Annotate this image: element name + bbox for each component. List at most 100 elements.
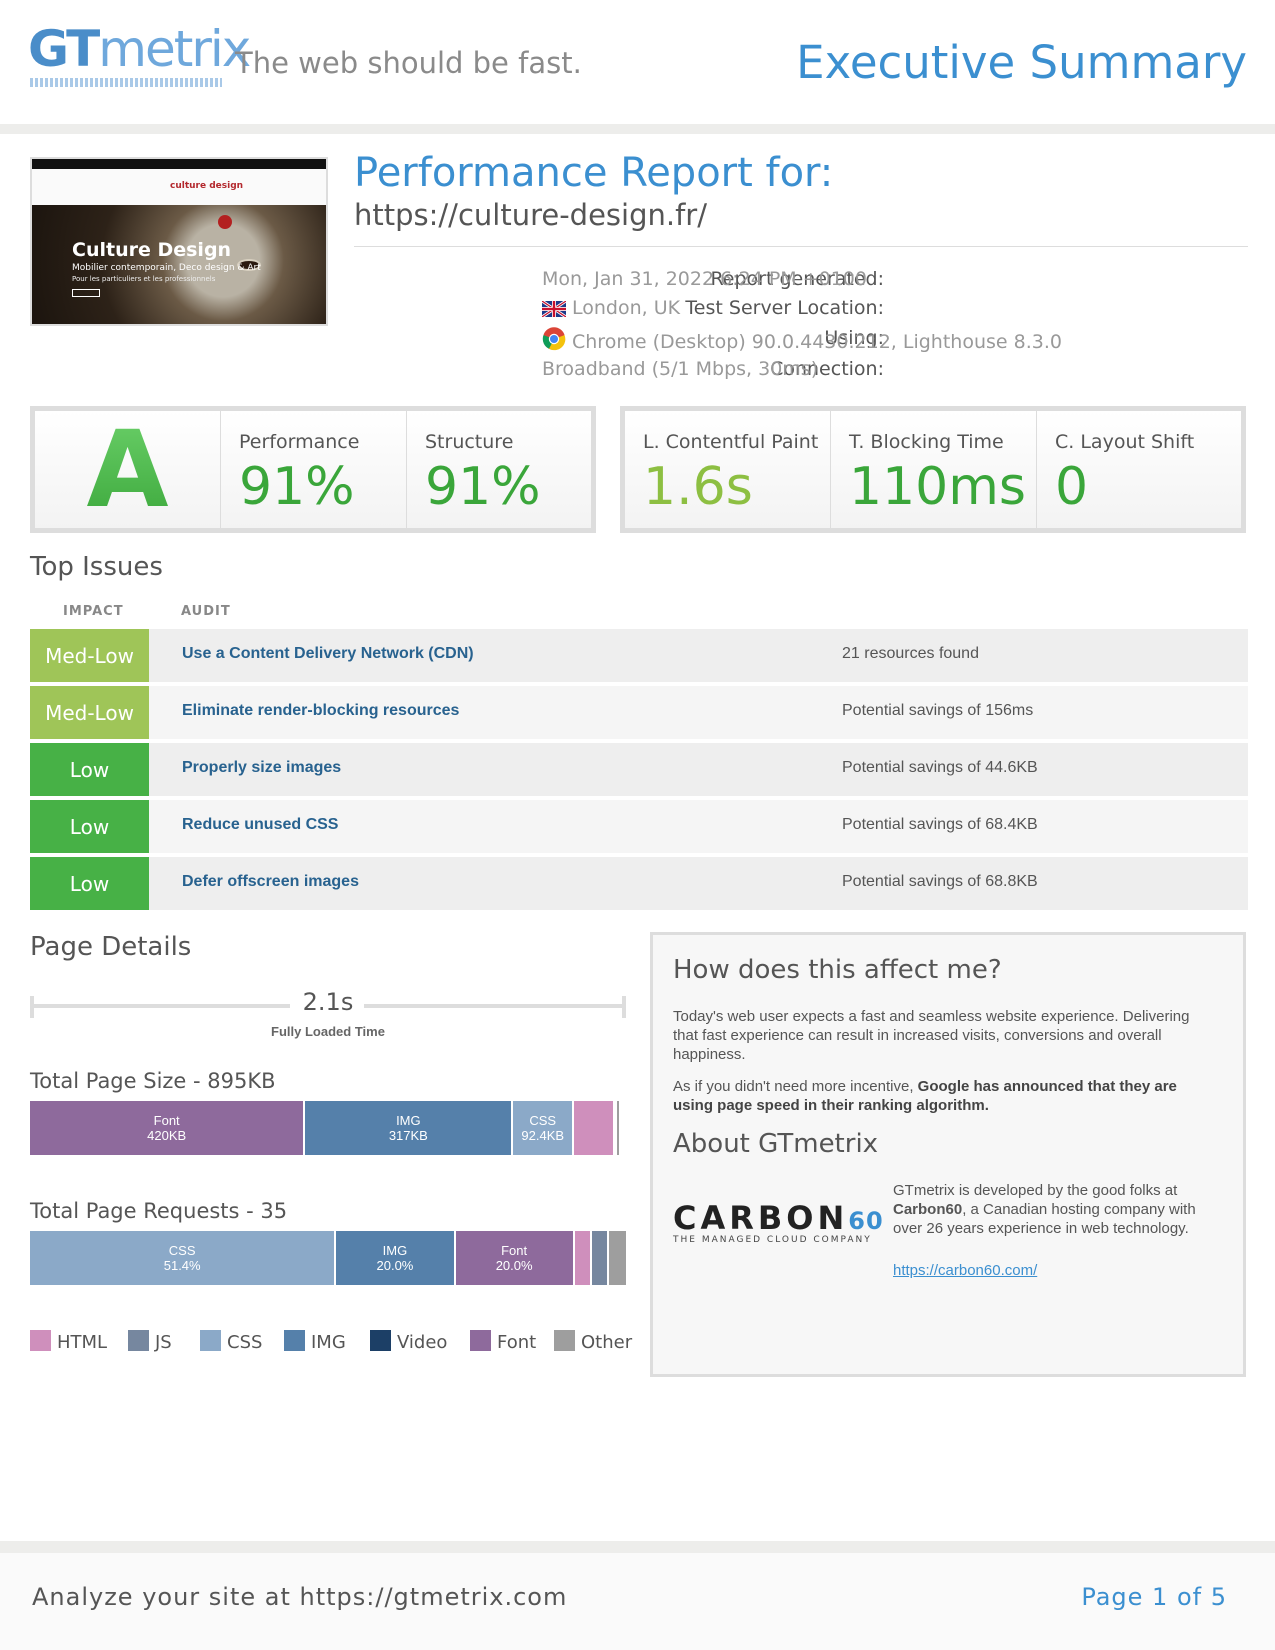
impact-badge: Med-Low (30, 686, 149, 739)
carbon60-link[interactable]: https://carbon60.com/ (893, 1262, 1038, 1279)
audit-detail: Potential savings of 68.4KB (842, 816, 1038, 833)
legend-item-font: Font (470, 1330, 536, 1354)
audit-detail: Potential savings of 68.8KB (842, 873, 1038, 890)
info-row-generated: Report generated: Mon, Jan 31, 2022 6:24… (354, 268, 1254, 298)
lcp-cell: L. Contentful Paint 1.6s (625, 411, 831, 528)
info-value-wrap: Chrome (Desktop) 90.0.4430.212, Lighthou… (542, 327, 1062, 356)
bar-segment-html (574, 1231, 592, 1285)
segment-label: IMG (396, 1113, 421, 1128)
timeline-cap-right (622, 996, 626, 1018)
page-number: Page 1 of 5 (1081, 1583, 1227, 1611)
grade-cell: A (35, 408, 221, 531)
resource-legend: HTML JS CSS IMG Video Font Other (30, 1330, 633, 1354)
carbon-tagline: THE MANAGED CLOUD COMPANY (673, 1235, 872, 1245)
issue-row[interactable]: Med-Low Use a Content Delivery Network (… (30, 629, 1248, 682)
preview-nav: culture design (32, 169, 326, 205)
info-row-connection: Connection: Broadband (5/1 Mbps, 30ms) (354, 358, 1254, 388)
audit-link[interactable]: Properly size images (182, 759, 342, 776)
segment-value: 20.0% (495, 1258, 533, 1273)
uk-flag-icon (541, 299, 567, 322)
info-value: London, UK (572, 297, 681, 319)
footer-cta[interactable]: Analyze your site at https://gtmetrix.co… (32, 1583, 568, 1611)
issue-row[interactable]: Low Defer offscreen images Potential sav… (30, 857, 1248, 910)
page-size-bar: Font 420KB IMG 317KB CSS 92.4KB (30, 1101, 626, 1155)
impact-badge: Med-Low (30, 629, 149, 682)
structure-value: 91% (425, 457, 541, 517)
gtmetrix-logo[interactable]: GTmetrix (28, 24, 251, 74)
affect-text: Today's web user expects a fast and seam… (673, 1008, 1190, 1063)
bar-segment-css: CSS 51.4% (30, 1231, 337, 1285)
page-requests-bar: CSS 51.4% IMG 20.0% Font 20.0% (30, 1231, 626, 1285)
performance-cell: Performance 91% (221, 411, 407, 528)
bar-segment-img: IMG 317KB (305, 1101, 514, 1155)
page-size-title: Total Page Size - 895KB (30, 1069, 276, 1093)
legend-swatch (284, 1330, 305, 1351)
legend-item-html: HTML (30, 1330, 107, 1354)
segment-label: IMG (382, 1243, 408, 1258)
legend-swatch (370, 1330, 391, 1351)
legend-label: Other (581, 1332, 633, 1353)
bar-segment-font: Font 420KB (30, 1101, 306, 1155)
carbon-name: CARBON (673, 1199, 849, 1237)
preview-button (72, 289, 100, 297)
legend-label: HTML (57, 1332, 108, 1353)
legend-swatch (470, 1330, 491, 1351)
impact-badge: Low (30, 743, 149, 796)
preview-red-dot (218, 215, 232, 229)
about-title: About GTmetrix (673, 1129, 879, 1159)
carbon60-logo: CARBON60 THE MANAGED CLOUD COMPANY (673, 1199, 884, 1245)
affect-title: How does this affect me? (673, 955, 1002, 985)
bar-segment-other (617, 1101, 620, 1155)
report-footer: Analyze your site at https://gtmetrix.co… (0, 1553, 1275, 1650)
segment-value: 20.0% (376, 1258, 414, 1273)
report-url[interactable]: https://culture-design.fr/ (354, 198, 707, 232)
impact-badge: Low (30, 857, 149, 910)
info-panel: How does this affect me? Today's web use… (650, 932, 1246, 1377)
audit-link[interactable]: Reduce unused CSS (182, 816, 339, 833)
issue-row[interactable]: Med-Low Eliminate render-blocking resour… (30, 686, 1248, 739)
legend-label: IMG (311, 1332, 346, 1353)
report-header: GTmetrix The web should be fast. Executi… (0, 0, 1275, 124)
tagline: The web should be fast. (235, 46, 582, 80)
preview-eye (237, 259, 261, 271)
impact-header: IMPACT (63, 604, 124, 619)
info-label: Test Server Location: (685, 297, 884, 319)
legend-item-img: IMG (284, 1330, 346, 1354)
info-value-wrap: London, UK (541, 297, 681, 322)
issue-row[interactable]: Low Properly size images Potential savin… (30, 743, 1248, 796)
legend-swatch (30, 1330, 51, 1351)
performance-value: 91% (239, 457, 355, 517)
info-value: Mon, Jan 31, 2022 6:24 PM +0100 (542, 268, 867, 290)
header-divider (0, 124, 1275, 134)
lcp-value: 1.6s (643, 457, 753, 517)
about-text: GTmetrix is developed by the good folks … (893, 1181, 1213, 1238)
bar-segment-css: CSS 92.4KB (513, 1101, 575, 1155)
preview-topbar (32, 159, 326, 169)
page-title: Executive Summary (796, 36, 1247, 89)
grade-letter: A (86, 408, 169, 531)
segment-value: 420KB (147, 1128, 187, 1143)
audit-link[interactable]: Eliminate render-blocking resources (182, 702, 460, 719)
legend-item-css: CSS (200, 1330, 262, 1354)
segment-value: 51.4% (163, 1258, 201, 1273)
chrome-icon (542, 327, 566, 356)
preview-subtitle: Mobilier contemporain, Deco design & Art (72, 263, 261, 273)
audit-header: AUDIT (181, 604, 231, 619)
about-post: , a Canadian hosting company with over 2… (893, 1201, 1196, 1237)
bar-segment-img: IMG 20.0% (336, 1231, 456, 1285)
audit-link[interactable]: Use a Content Delivery Network (CDN) (182, 645, 474, 662)
legend-label: Font (497, 1332, 537, 1353)
page-details-title: Page Details (30, 932, 192, 962)
tbt-label: T. Blocking Time (849, 431, 1004, 453)
site-screenshot: culture design Culture Design Mobilier c… (30, 157, 328, 326)
tbt-cell: T. Blocking Time 110ms (831, 411, 1037, 528)
carbon-num: 60 (848, 1207, 884, 1235)
structure-cell: Structure 91% (407, 411, 591, 528)
cls-cell: C. Layout Shift 0 (1037, 411, 1241, 528)
segment-label: Font (501, 1243, 528, 1258)
info-value: Chrome (Desktop) 90.0.4430.212, Lighthou… (572, 331, 1062, 353)
audit-link[interactable]: Defer offscreen images (182, 873, 359, 890)
preview-title: Culture Design (72, 239, 232, 261)
bar-segment-font: Font 20.0% (455, 1231, 575, 1285)
issue-row[interactable]: Low Reduce unused CSS Potential savings … (30, 800, 1248, 853)
